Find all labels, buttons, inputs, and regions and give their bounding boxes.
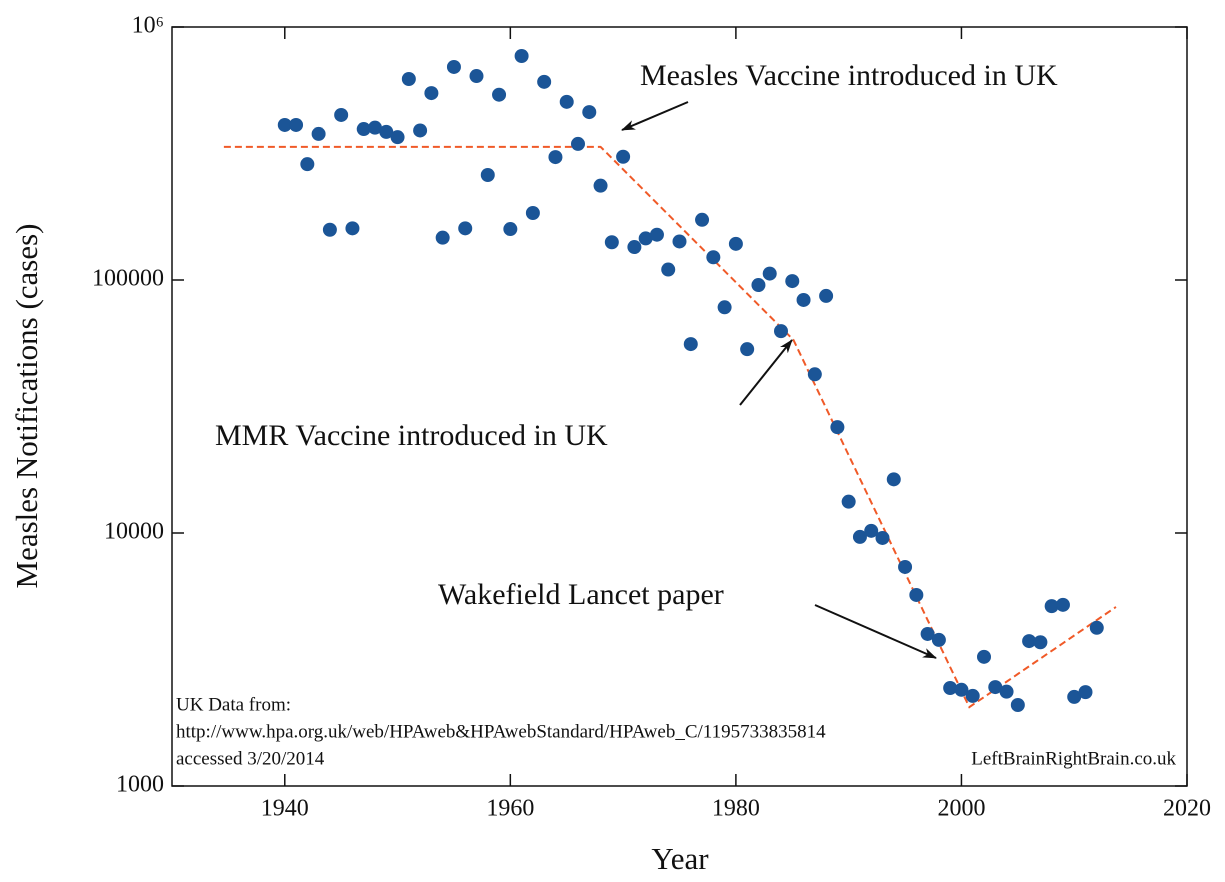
data-point (356, 122, 371, 137)
data-point (503, 222, 518, 237)
data-point (931, 632, 946, 647)
data-point (413, 123, 428, 138)
data-point (322, 222, 337, 237)
data-point (762, 266, 777, 281)
data-point (954, 682, 969, 697)
annotation-arrow (739, 339, 793, 406)
data-point (492, 87, 507, 102)
data-point (480, 168, 495, 183)
data-point (593, 178, 608, 193)
data-point (661, 262, 676, 277)
source-note: accessed 3/20/2014 (176, 748, 325, 769)
plot-frame (171, 26, 1188, 787)
x-tick-label: 1960 (486, 796, 534, 822)
data-point (627, 240, 642, 255)
data-point (458, 221, 473, 236)
annotation: Measles Vaccine introduced in UK (640, 59, 1058, 92)
data-point (424, 86, 439, 101)
data-point (943, 680, 958, 695)
annotation-arrow (814, 604, 937, 659)
x-tick-label: 2000 (937, 796, 985, 822)
y-tick-label: 10⁶ (132, 13, 164, 39)
data-point (683, 337, 698, 352)
x-tick-label: 1940 (261, 796, 309, 822)
data-point (785, 274, 800, 289)
data-point (379, 124, 394, 139)
data-point (435, 230, 450, 245)
annotation: Wakefield Lancet paper (438, 578, 724, 611)
annotation: MMR Vaccine introduced in UK (215, 419, 608, 452)
data-point (334, 107, 349, 122)
data-point (300, 157, 315, 172)
x-axis-label: Year (651, 841, 709, 876)
data-point (548, 150, 563, 165)
data-point (1044, 599, 1059, 614)
y-tick-label: 100000 (92, 266, 164, 292)
data-point (819, 288, 834, 303)
credit: LeftBrainRightBrain.co.uk (971, 748, 1176, 769)
y-tick-label: 1000 (116, 772, 164, 798)
data-point (1033, 635, 1048, 650)
data-point (898, 559, 913, 574)
data-point (1089, 620, 1104, 635)
data-point (886, 472, 901, 487)
data-point (796, 292, 811, 307)
data-point (469, 69, 484, 84)
data-point (807, 367, 822, 382)
data-point (649, 227, 664, 242)
data-point (368, 120, 382, 135)
data-point (875, 530, 890, 545)
annotation-arrow (621, 101, 689, 131)
data-point (841, 494, 856, 509)
data-point (604, 235, 619, 250)
data-point (1022, 634, 1037, 649)
data-point (525, 206, 540, 221)
x-tick-label: 1980 (712, 796, 760, 822)
data-point (401, 71, 416, 86)
data-point (728, 236, 743, 251)
y-tick-label: 10000 (104, 519, 164, 545)
data-point (988, 680, 1003, 695)
data-point (345, 221, 360, 236)
data-point (1067, 689, 1082, 704)
data-point (751, 278, 766, 293)
data-point (571, 136, 585, 151)
data-point (672, 234, 687, 249)
data-point (311, 126, 326, 141)
data-point (774, 324, 788, 339)
data-point (1078, 685, 1093, 700)
data-point (1055, 597, 1070, 612)
data-point (695, 212, 710, 227)
data-point (977, 649, 991, 664)
data-point (999, 684, 1014, 699)
data-point (277, 117, 292, 132)
data-point (390, 130, 405, 145)
data-point (909, 587, 924, 602)
data-point (582, 105, 597, 120)
data-point (559, 94, 574, 109)
data-point (1010, 698, 1025, 713)
data-point (638, 231, 653, 246)
data-point (965, 688, 980, 703)
data-point (830, 420, 845, 435)
source-note: http://www.hpa.org.uk/web/HPAweb&HPAwebS… (176, 721, 826, 742)
data-point (446, 59, 461, 74)
data-point (920, 626, 935, 641)
data-point (717, 300, 732, 315)
trend-line (223, 145, 1117, 709)
data-point (706, 250, 721, 265)
x-tick-label: 2020 (1163, 796, 1211, 822)
data-point (514, 49, 529, 64)
data-point (864, 523, 879, 538)
data-point (616, 149, 631, 164)
source-note: UK Data from: (176, 694, 291, 715)
data-point (740, 342, 755, 357)
data-point (289, 117, 304, 132)
data-point (852, 529, 867, 544)
y-axis-label: Measles Notifications (cases) (9, 224, 44, 589)
data-point (537, 74, 552, 89)
